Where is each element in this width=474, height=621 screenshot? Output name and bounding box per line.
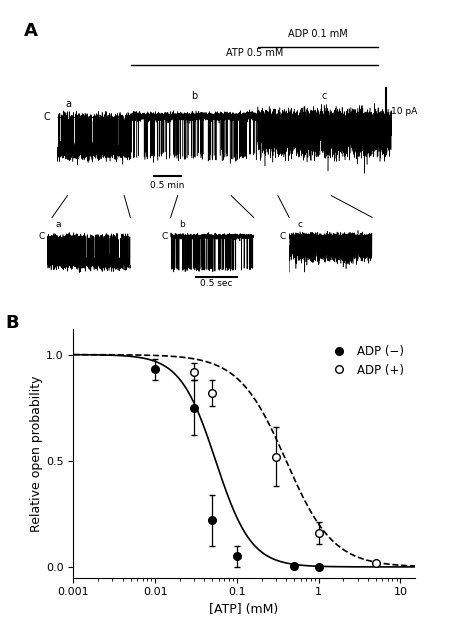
Text: C: C [38, 232, 44, 241]
Text: A: A [24, 22, 37, 40]
Text: c: c [298, 220, 302, 229]
Text: C: C [161, 232, 167, 241]
Text: ATP 0.5 mM: ATP 0.5 mM [226, 48, 283, 58]
Text: 0.5 sec: 0.5 sec [200, 279, 232, 289]
X-axis label: [ATP] (mM): [ATP] (mM) [210, 603, 279, 616]
Y-axis label: Relative open probability: Relative open probability [30, 375, 43, 532]
Text: C: C [43, 112, 50, 122]
Text: b: b [191, 91, 198, 101]
Text: a: a [66, 99, 72, 109]
Text: 10 pA: 10 pA [392, 107, 418, 116]
Text: 0.5 min: 0.5 min [150, 181, 185, 190]
Text: ADP 0.1 mM: ADP 0.1 mM [288, 29, 348, 39]
Legend: ADP (−), ADP (+): ADP (−), ADP (+) [323, 340, 409, 381]
Text: c: c [322, 91, 328, 101]
Text: a: a [56, 220, 61, 229]
Text: b: b [179, 220, 185, 229]
Text: C: C [280, 232, 286, 241]
Text: B: B [5, 314, 19, 332]
